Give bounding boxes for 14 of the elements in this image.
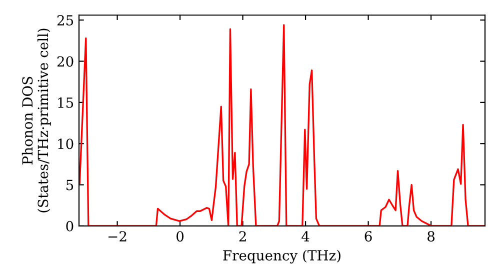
y-tick-label: 0 [66, 220, 74, 232]
x-tick-label: 6 [364, 231, 372, 242]
x-tick-label: 0 [176, 231, 184, 242]
y-tick-label: 5 [66, 180, 74, 190]
x-axis-title: Frequency (THz) [223, 250, 340, 264]
x-tick-label: 8 [428, 231, 435, 242]
x-tick-label: 2 [239, 231, 246, 242]
y-axis-title: Phonon DOS (States/THz·primitive cell) [22, 28, 51, 212]
y-tick-label: 15 [58, 97, 74, 108]
y-tick-label: 10 [58, 138, 74, 150]
y-tick-label: 25 [57, 15, 74, 26]
y-tick-label: 20 [57, 56, 74, 67]
x-tick-label: 4 [302, 231, 310, 242]
x-tick-label: −2 [108, 231, 126, 242]
